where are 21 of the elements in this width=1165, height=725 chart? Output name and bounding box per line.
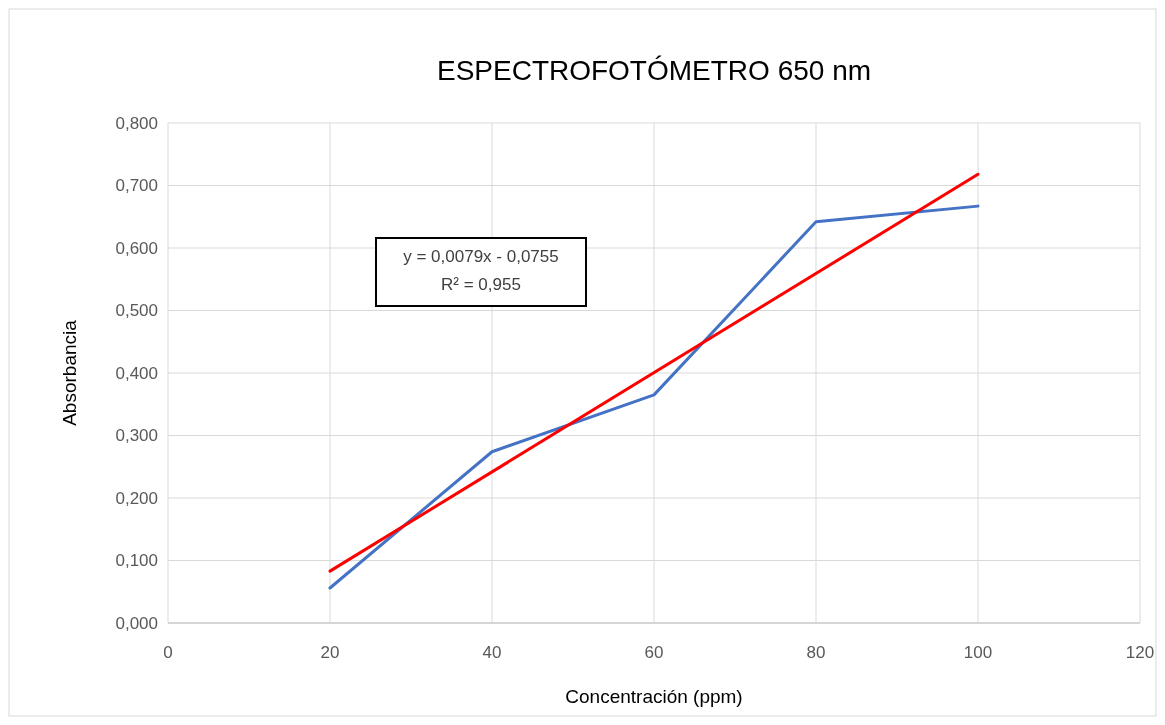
chart-title: ESPECTROFOTÓMETRO 650 nm bbox=[436, 55, 872, 86]
y-axis-title: Absorbancia bbox=[59, 319, 80, 426]
y-tick-label: 0,500 bbox=[115, 301, 158, 321]
x-tick-label: 80 bbox=[806, 643, 826, 662]
annotation: y = 0,0079x - 0,0755 bbox=[403, 247, 559, 266]
y-tick-label: 0,800 bbox=[115, 113, 158, 133]
x-tick-label: 100 bbox=[963, 643, 993, 662]
y-tick-label: 0,600 bbox=[115, 238, 158, 258]
y-tick-label: 0,100 bbox=[115, 551, 158, 571]
x-tick-label: 0 bbox=[163, 643, 173, 662]
y-tick-label: 0,000 bbox=[115, 613, 158, 633]
x-tick-label: 20 bbox=[320, 643, 340, 662]
y-tick-label: 0,200 bbox=[115, 488, 158, 508]
x-tick-label: 40 bbox=[482, 643, 502, 662]
annotation: R² = 0,955 bbox=[441, 275, 521, 294]
y-tick-label: 0,300 bbox=[115, 426, 158, 446]
x-tick-label: 60 bbox=[644, 643, 664, 662]
y-tick-label: 0,400 bbox=[115, 363, 158, 383]
x-axis-title: Concentración (ppm) bbox=[565, 686, 743, 707]
x-tick-label: 120 bbox=[1125, 643, 1155, 662]
y-tick-label: 0,700 bbox=[115, 176, 158, 196]
